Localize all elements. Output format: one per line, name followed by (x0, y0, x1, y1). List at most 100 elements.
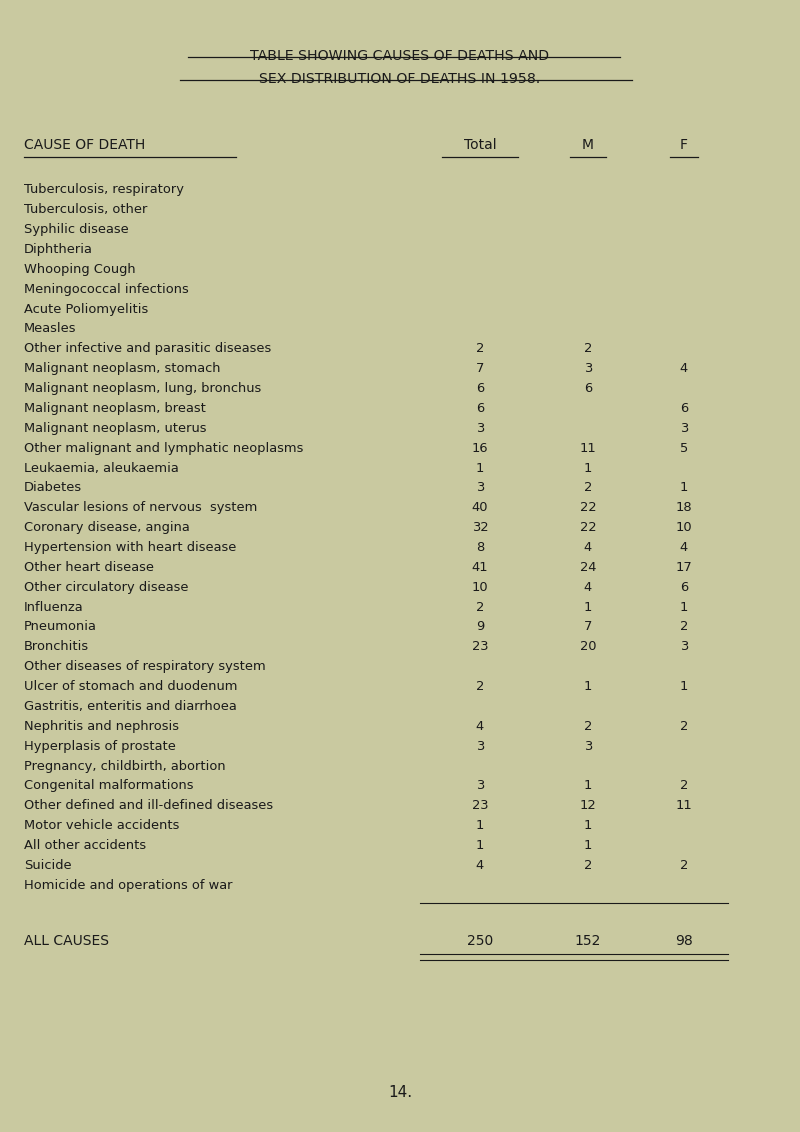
Text: Other defined and ill-defined diseases: Other defined and ill-defined diseases (24, 799, 273, 813)
Text: F: F (680, 138, 688, 152)
Text: 32: 32 (472, 521, 488, 534)
Text: Malignant neoplasm, lung, bronchus: Malignant neoplasm, lung, bronchus (24, 383, 262, 395)
Text: 1: 1 (680, 601, 688, 614)
Text: SEX DISTRIBUTION OF DEATHS IN 1958.: SEX DISTRIBUTION OF DEATHS IN 1958. (259, 72, 541, 86)
Text: 9: 9 (476, 620, 484, 634)
Text: 4: 4 (584, 541, 592, 554)
Text: Motor vehicle accidents: Motor vehicle accidents (24, 820, 179, 832)
Text: Malignant neoplasm, uterus: Malignant neoplasm, uterus (24, 422, 206, 435)
Text: 1: 1 (476, 462, 484, 474)
Text: 1: 1 (584, 839, 592, 852)
Text: 2: 2 (584, 342, 592, 355)
Text: Meningococcal infections: Meningococcal infections (24, 283, 189, 295)
Text: 3: 3 (680, 641, 688, 653)
Text: 3: 3 (476, 481, 484, 495)
Text: 3: 3 (476, 422, 484, 435)
Text: 5: 5 (680, 441, 688, 455)
Text: 6: 6 (476, 402, 484, 415)
Text: All other accidents: All other accidents (24, 839, 146, 852)
Text: 6: 6 (680, 581, 688, 593)
Text: Tuberculosis, other: Tuberculosis, other (24, 204, 147, 216)
Text: 1: 1 (584, 820, 592, 832)
Text: 4: 4 (680, 541, 688, 554)
Text: Congenital malformations: Congenital malformations (24, 779, 194, 792)
Text: Vascular lesions of nervous  system: Vascular lesions of nervous system (24, 501, 258, 514)
Text: 16: 16 (472, 441, 488, 455)
Text: Whooping Cough: Whooping Cough (24, 263, 136, 276)
Text: 2: 2 (680, 720, 688, 732)
Text: Acute Poliomyelitis: Acute Poliomyelitis (24, 302, 148, 316)
Text: 24: 24 (580, 560, 596, 574)
Text: 1: 1 (680, 680, 688, 693)
Text: 152: 152 (575, 934, 601, 947)
Text: 1: 1 (476, 820, 484, 832)
Text: 6: 6 (476, 383, 484, 395)
Text: 41: 41 (472, 560, 488, 574)
Text: Suicide: Suicide (24, 859, 72, 872)
Text: 23: 23 (472, 641, 488, 653)
Text: Diphtheria: Diphtheria (24, 243, 93, 256)
Text: ALL CAUSES: ALL CAUSES (24, 934, 109, 947)
Text: 3: 3 (476, 779, 484, 792)
Text: 14.: 14. (388, 1086, 412, 1100)
Text: Hyperplasis of prostate: Hyperplasis of prostate (24, 739, 176, 753)
Text: 12: 12 (580, 799, 596, 813)
Text: Bronchitis: Bronchitis (24, 641, 89, 653)
Text: TABLE SHOWING CAUSES OF DEATHS AND: TABLE SHOWING CAUSES OF DEATHS AND (250, 49, 550, 62)
Text: 4: 4 (584, 581, 592, 593)
Text: 6: 6 (680, 402, 688, 415)
Text: Pregnancy, childbirth, abortion: Pregnancy, childbirth, abortion (24, 760, 226, 772)
Text: 1: 1 (584, 779, 592, 792)
Text: 20: 20 (580, 641, 596, 653)
Text: Gastritis, enteritis and diarrhoea: Gastritis, enteritis and diarrhoea (24, 700, 237, 713)
Text: 6: 6 (584, 383, 592, 395)
Text: 7: 7 (476, 362, 484, 375)
Text: Other diseases of respiratory system: Other diseases of respiratory system (24, 660, 266, 674)
Text: Influenza: Influenza (24, 601, 84, 614)
Text: Other circulatory disease: Other circulatory disease (24, 581, 189, 593)
Text: 3: 3 (680, 422, 688, 435)
Text: 2: 2 (680, 779, 688, 792)
Text: Leukaemia, aleukaemia: Leukaemia, aleukaemia (24, 462, 178, 474)
Text: 22: 22 (580, 521, 596, 534)
Text: 1: 1 (584, 462, 592, 474)
Text: Other malignant and lymphatic neoplasms: Other malignant and lymphatic neoplasms (24, 441, 303, 455)
Text: Coronary disease, angina: Coronary disease, angina (24, 521, 190, 534)
Text: 2: 2 (680, 859, 688, 872)
Text: 2: 2 (680, 620, 688, 634)
Text: 2: 2 (476, 342, 484, 355)
Text: 1: 1 (680, 481, 688, 495)
Text: 2: 2 (584, 859, 592, 872)
Text: Pneumonia: Pneumonia (24, 620, 97, 634)
Text: 1: 1 (584, 680, 592, 693)
Text: 2: 2 (584, 720, 592, 732)
Text: 3: 3 (584, 362, 592, 375)
Text: Other heart disease: Other heart disease (24, 560, 154, 574)
Text: 10: 10 (676, 521, 692, 534)
Text: M: M (582, 138, 594, 152)
Text: 3: 3 (584, 739, 592, 753)
Text: Other infective and parasitic diseases: Other infective and parasitic diseases (24, 342, 271, 355)
Text: 4: 4 (476, 859, 484, 872)
Text: 4: 4 (680, 362, 688, 375)
Text: 98: 98 (675, 934, 693, 947)
Text: 22: 22 (580, 501, 596, 514)
Text: Tuberculosis, respiratory: Tuberculosis, respiratory (24, 183, 184, 196)
Text: Total: Total (464, 138, 496, 152)
Text: 40: 40 (472, 501, 488, 514)
Text: 10: 10 (472, 581, 488, 593)
Text: 3: 3 (476, 739, 484, 753)
Text: CAUSE OF DEATH: CAUSE OF DEATH (24, 138, 146, 152)
Text: Syphilic disease: Syphilic disease (24, 223, 129, 237)
Text: 18: 18 (676, 501, 692, 514)
Text: Malignant neoplasm, stomach: Malignant neoplasm, stomach (24, 362, 221, 375)
Text: 2: 2 (476, 680, 484, 693)
Text: 250: 250 (467, 934, 493, 947)
Text: 1: 1 (476, 839, 484, 852)
Text: 7: 7 (584, 620, 592, 634)
Text: Homicide and operations of war: Homicide and operations of war (24, 878, 233, 892)
Text: 2: 2 (584, 481, 592, 495)
Text: Malignant neoplasm, breast: Malignant neoplasm, breast (24, 402, 206, 415)
Text: Diabetes: Diabetes (24, 481, 82, 495)
Text: Nephritis and nephrosis: Nephritis and nephrosis (24, 720, 179, 732)
